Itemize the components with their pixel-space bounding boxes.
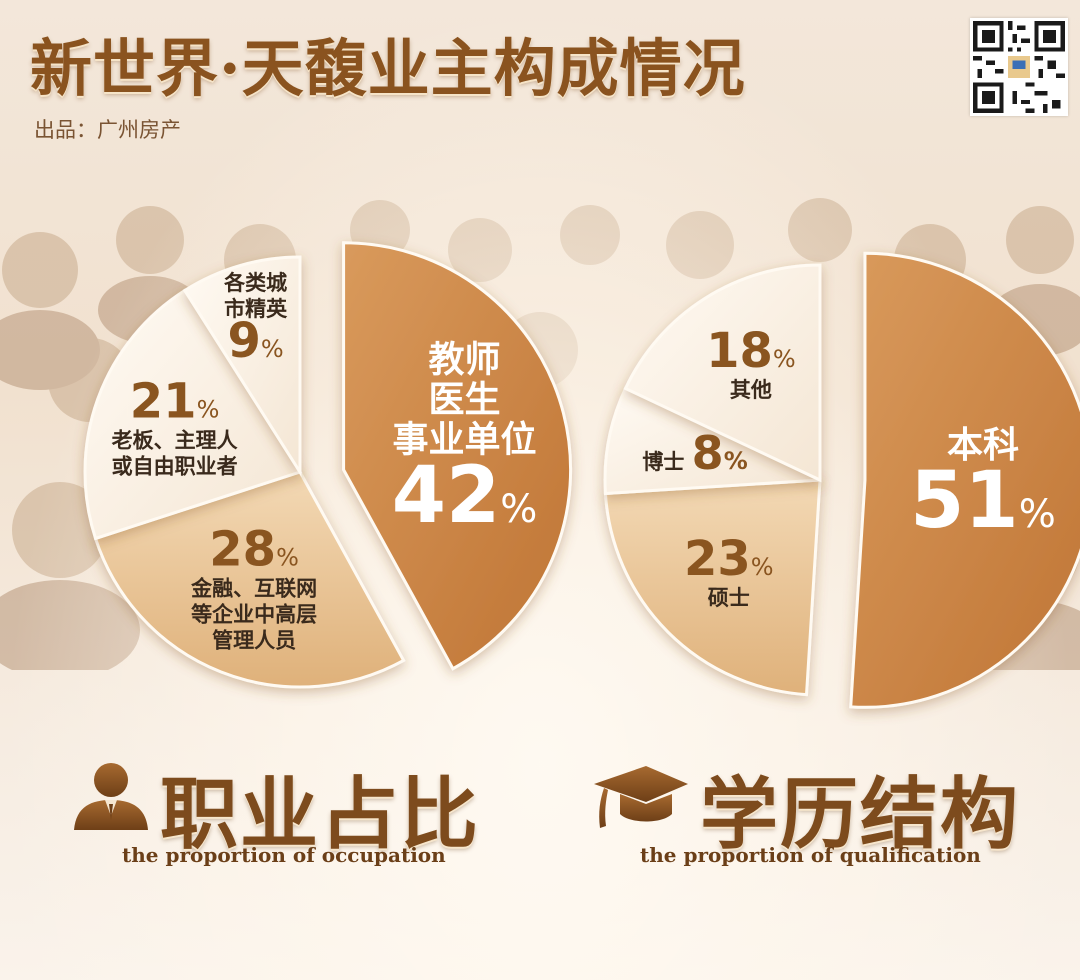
qualification-slice-label: 其他 [730, 378, 772, 402]
occupation-slice-percent: 9% [228, 313, 284, 369]
occupation-section-title: 职业占比 [160, 769, 481, 860]
occupation-slice-label: 等企业中高层 [191, 603, 317, 627]
occupation-slice-label: 事业单位 [393, 420, 537, 461]
qualification-slice-label: 硕士 [708, 586, 750, 610]
qualification-slice-2 [603, 386, 821, 496]
qualification-slice-3 [623, 263, 822, 483]
qualification-slice-0 [849, 251, 1080, 709]
qualification-label-1: 23%硕士 [684, 531, 774, 610]
qualification-slice-label: 本科 [947, 425, 1019, 466]
occupation-slice-label: 金融、互联网 [190, 577, 317, 601]
qualification-label-3: 18%其他 [706, 323, 796, 402]
byline: 出品：广州房产 [34, 118, 181, 142]
qualification-slice-1 [603, 478, 822, 697]
qr-code-icon[interactable] [970, 18, 1068, 116]
occupation-slice-label: 老板、主理人 [112, 429, 238, 453]
person-icon [74, 763, 148, 830]
qualification-slice-percent: 23% [684, 531, 774, 587]
occupation-slice-0 [342, 241, 573, 671]
occupation-slice-percent: 21% [130, 374, 220, 430]
occupation-slice-percent: 28% [209, 522, 299, 578]
qualification-slice-percent: 18% [706, 323, 796, 379]
qualification-section-subtitle: the proportion of qualification [640, 843, 981, 867]
occupation-slice-1 [93, 470, 406, 689]
page-title: 新世界·天馥业主构成情况 [30, 32, 746, 105]
occupation-slice-2 [83, 288, 303, 541]
qualification-label-2: 博士 8% [642, 426, 747, 480]
occupation-slice-label: 或自由职业者 [112, 455, 238, 479]
qualification-slice-percent: 博士 8% [642, 426, 747, 480]
graduation-cap-icon [594, 766, 688, 828]
occupation-slice-label: 各类城 [223, 271, 287, 295]
occupation-slice-label: 市精英 [224, 297, 288, 321]
occupation-slice-3 [182, 255, 302, 478]
occupation-slice-label: 管理人员 [212, 629, 296, 653]
occupation-slice-label: 教师 [429, 340, 501, 381]
occupation-section-subtitle: the proportion of occupation [122, 843, 446, 867]
qualification-section-title: 学历结构 [700, 769, 1021, 860]
qualification-slice-percent: 51% [910, 456, 1056, 546]
occupation-slice-percent: 42% [392, 451, 538, 541]
occupation-slice-label: 医生 [429, 380, 501, 421]
